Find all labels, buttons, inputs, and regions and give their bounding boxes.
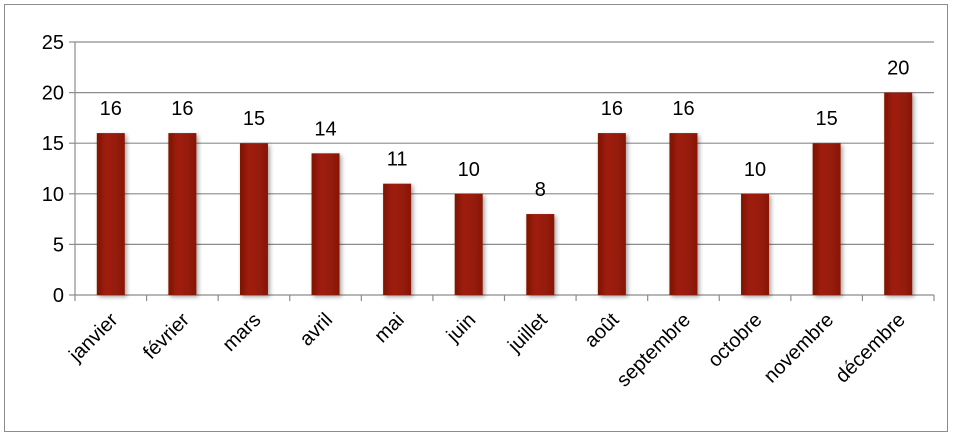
x-tick-label-avril: avril — [296, 309, 337, 350]
data-label-juin: 10 — [458, 159, 480, 181]
data-label-janvier: 16 — [100, 98, 122, 120]
data-label-septembre: 16 — [672, 98, 694, 120]
bars — [96, 92, 913, 295]
x-tick-label-juin: juin — [442, 309, 480, 347]
x-tick-label-septembre: septembre — [613, 309, 695, 391]
bar-mai — [383, 183, 412, 295]
y-tick-label: 15 — [42, 133, 64, 155]
y-tick-label: 10 — [42, 184, 64, 206]
bar-mars — [239, 143, 268, 295]
y-tick-label: 20 — [42, 83, 64, 105]
x-tick-label-novembre: novembre — [760, 309, 838, 387]
data-label-février: 16 — [171, 98, 193, 120]
bar-février — [168, 133, 197, 295]
bar-décembre — [884, 92, 913, 295]
bar-avril — [311, 153, 340, 295]
bar-septembre — [669, 133, 698, 295]
bar-juillet — [526, 214, 555, 295]
data-label-avril: 14 — [314, 118, 336, 140]
y-tick-label: 5 — [53, 234, 64, 256]
x-tick-label-octobre: octobre — [704, 309, 767, 372]
x-tick-label-mars: mars — [219, 309, 266, 356]
gridlines — [75, 41, 934, 245]
data-label-mars: 15 — [243, 108, 265, 130]
y-tick-label: 25 — [42, 32, 64, 54]
data-label-octobre: 10 — [744, 159, 766, 181]
bar-janvier — [96, 133, 125, 295]
bar-juin — [454, 193, 483, 295]
bar-novembre — [812, 143, 841, 295]
y-tick-label: 0 — [53, 285, 64, 307]
x-tick-label-mai: mai — [370, 309, 408, 347]
x-tick-label-janvier: janvier — [64, 309, 122, 367]
x-tick-label-août: août — [580, 309, 623, 352]
x-tick-label-juillet: juillet — [503, 309, 552, 358]
bar-octobre — [741, 193, 770, 295]
data-label-mai: 11 — [387, 149, 408, 171]
x-tick-label-février: février — [139, 309, 194, 364]
x-tick-label-décembre: décembre — [831, 309, 909, 387]
data-label-novembre: 15 — [816, 108, 838, 130]
data-label-juillet: 8 — [535, 179, 546, 201]
data-label-décembre: 20 — [887, 58, 909, 80]
data-label-août: 16 — [601, 98, 623, 120]
data-labels: 16 16 15 14 11 10 8 16 16 10 15 20 — [100, 58, 910, 201]
bar-août — [597, 133, 626, 295]
